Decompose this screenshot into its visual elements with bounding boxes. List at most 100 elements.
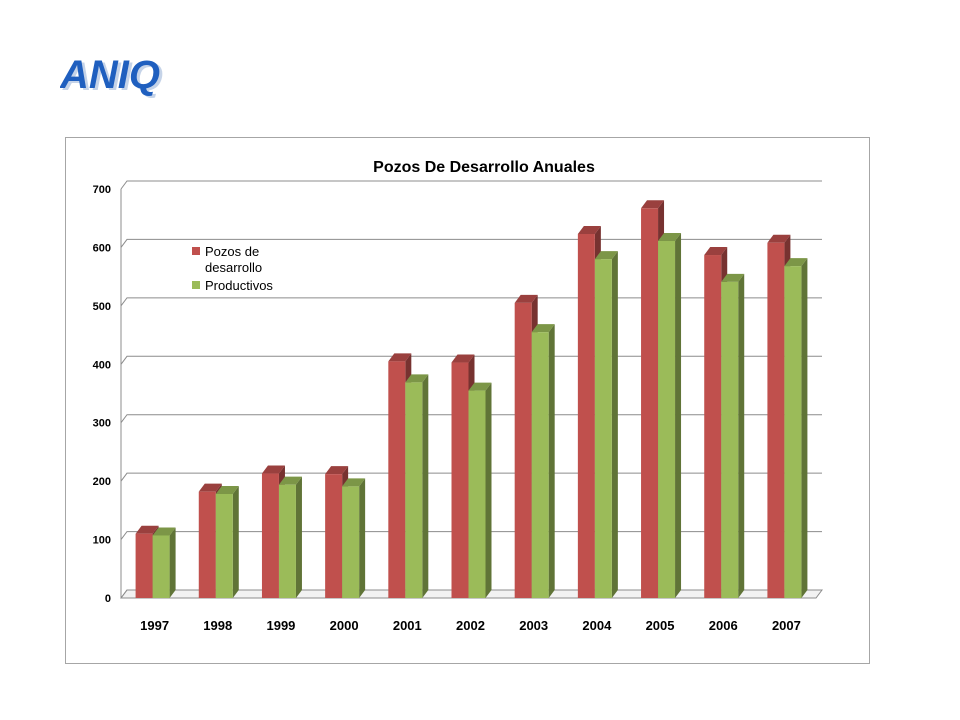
bar-productivos-2004 — [594, 251, 618, 598]
x-tick-label: 2001 — [393, 618, 422, 633]
bar-productivos-1997 — [152, 527, 176, 598]
bar-top — [531, 324, 555, 333]
legend-item-productivos: Productivos — [192, 278, 273, 293]
x-tick-label: 2003 — [519, 618, 548, 633]
bar-top — [767, 234, 791, 243]
bar-front — [641, 208, 659, 598]
legend-label: desarrollo — [205, 260, 262, 275]
bar-productivos-2001 — [405, 374, 429, 598]
bar-productivos-2006 — [721, 273, 745, 598]
legend-label: Productivos — [205, 278, 273, 293]
y-tick-label: 500 — [93, 301, 111, 313]
bar-top — [405, 374, 429, 383]
x-tick-label: 2000 — [330, 618, 359, 633]
aniq-logo-text: ANIQ — [60, 53, 160, 97]
aniq-logo: ANIQ ANIQ — [60, 53, 163, 98]
bar-top — [215, 485, 239, 494]
bar-top — [468, 382, 492, 391]
aniq-logo-shadow: ANIQ — [62, 55, 163, 98]
bar-side — [548, 324, 555, 598]
bar-front — [342, 486, 360, 598]
x-tick-label: 1998 — [203, 618, 232, 633]
bar-top — [784, 258, 808, 267]
bar-top — [388, 353, 412, 362]
y-tick-label: 600 — [93, 242, 111, 254]
x-tick-label: 1999 — [266, 618, 295, 633]
bar-front — [278, 484, 296, 598]
x-tick-label: 2006 — [709, 618, 738, 633]
bar-front — [468, 390, 486, 598]
y-tick-label: 400 — [93, 359, 111, 371]
bar-productivos-1999 — [278, 476, 302, 598]
bar-top — [198, 483, 222, 492]
bar-productivos-2005 — [658, 233, 682, 598]
bar-front — [784, 266, 802, 598]
bar-top — [152, 527, 176, 536]
bar-side — [611, 251, 618, 598]
bar-front — [531, 332, 549, 598]
bar-top — [641, 200, 665, 209]
bar-side — [738, 273, 745, 598]
bar-front — [152, 535, 170, 598]
y-tick-label: 300 — [93, 418, 111, 430]
bar-side — [232, 485, 239, 598]
y-tick-label: 700 — [93, 184, 111, 196]
bar-side — [169, 527, 176, 598]
bar-front — [594, 259, 612, 598]
x-tick-label: 1997 — [140, 618, 169, 633]
bar-front — [405, 382, 423, 598]
x-tick-label: 2002 — [456, 618, 485, 633]
bar-top — [704, 247, 728, 256]
bar-front — [704, 255, 722, 598]
bar-front — [325, 474, 343, 598]
bar-front — [514, 302, 532, 598]
y-tick-label: 200 — [93, 476, 111, 488]
bar-top — [342, 478, 366, 487]
bar-front — [135, 533, 153, 598]
bars-layer — [135, 200, 808, 599]
y-tick-label: 100 — [93, 535, 111, 547]
chart-title: Pozos De Desarrollo Anuales — [373, 159, 595, 176]
bar-productivos-1998 — [215, 485, 239, 598]
bar-front — [658, 241, 676, 598]
x-tick-label: 2004 — [582, 618, 612, 633]
legend-swatch — [192, 281, 200, 289]
gridline — [120, 180, 822, 190]
bar-top — [577, 225, 601, 234]
bar-side — [295, 476, 302, 598]
bar-top — [514, 294, 538, 303]
bar-top — [278, 476, 302, 485]
legend-swatch — [192, 247, 200, 255]
bar-productivos-2000 — [342, 478, 366, 598]
bar-top — [721, 273, 745, 282]
x-tick-label: 2005 — [646, 618, 675, 633]
bar-top — [658, 233, 682, 242]
chart-frame: Pozos De Desarrollo Anuales 0 100 200 300 40… — [65, 137, 870, 664]
bar-top — [594, 251, 618, 260]
bar-front — [577, 233, 595, 598]
bar-chart: Pozos De Desarrollo Anuales 0 100 200 300 40… — [93, 159, 823, 633]
bar-side — [359, 478, 366, 598]
bar-front — [767, 242, 785, 599]
bar-front — [451, 362, 469, 598]
bar-front — [198, 491, 216, 598]
bar-top — [261, 465, 285, 474]
bar-top — [325, 466, 349, 475]
y-tick-labels: 0 100 200 300 400 500 600 700 — [93, 184, 111, 605]
bar-side — [801, 258, 808, 598]
bar-top — [135, 525, 159, 534]
bar-productivos-2007 — [784, 258, 808, 598]
bar-front — [721, 281, 739, 598]
bar-side — [485, 382, 492, 598]
x-category-labels: 1997 1998 1999 2000 2001 2002 2003 2004 2005 2006… — [140, 618, 801, 633]
bar-side — [675, 233, 682, 598]
bar-productivos-2003 — [531, 324, 555, 598]
x-tick-label: 2007 — [772, 618, 801, 633]
bar-top — [451, 354, 475, 363]
bar-front — [215, 493, 233, 598]
legend-label: Pozos de — [205, 244, 259, 259]
bar-front — [388, 361, 406, 598]
bar-productivos-2002 — [468, 382, 492, 598]
